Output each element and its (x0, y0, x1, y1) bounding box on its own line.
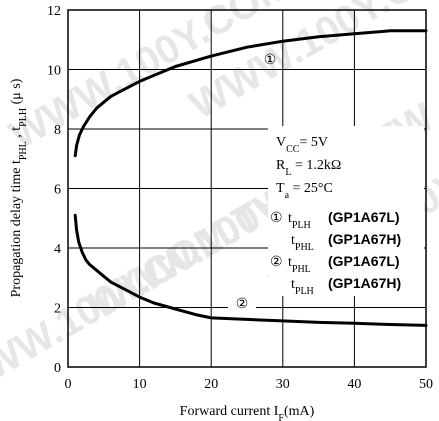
x-tick-label: 10 (133, 377, 147, 392)
y-tick-label: 6 (54, 183, 61, 198)
curves (73, 29, 428, 327)
y-tick-labels: 0 2 4 6 8 10 12 (47, 4, 61, 376)
legend-part-number: (GP1A67L) (328, 209, 400, 225)
curve-markers: ①② (228, 53, 276, 312)
curve-2-marker-bg (228, 293, 256, 311)
legend-entry-label: tPHL (291, 233, 314, 253)
legend-entry-label: tPLH (288, 211, 311, 231)
x-tick-label: 30 (276, 377, 290, 392)
y-tick-label: 2 (54, 302, 61, 317)
y-tick-label: 8 (54, 123, 61, 138)
y-tick-label: 0 (54, 361, 61, 376)
y-tick-label: 4 (54, 242, 61, 257)
legend-part-number: (GP1A67H) (328, 231, 401, 247)
legend-entry-label: tPLH (291, 277, 314, 297)
curve-1-marker: ① (264, 53, 277, 68)
x-tick-label: 20 (204, 377, 218, 392)
y-tick-label: 12 (47, 4, 61, 19)
x-axis-label: Forward current IF(mA) (180, 404, 315, 421)
condition-line: RL = 1.2kΩ (276, 158, 341, 178)
curve-2-line (73, 213, 428, 327)
legend: ① tPLH (GP1A67L) tPHL (GP1A67H) ② tPHL (GP1A67L… (270, 209, 401, 297)
legend-marker: ② (270, 255, 283, 270)
x-tick-labels: 0 10 20 30 40 50 (65, 377, 434, 392)
legend-part-number: (GP1A67L) (328, 253, 400, 269)
legend-entry-label: tPHL (288, 255, 311, 275)
conditions-box (268, 126, 424, 296)
x-tick-label: 0 (65, 377, 72, 392)
condition-line: VCC= 5V (276, 135, 328, 155)
condition-line: Ta = 25°C (276, 181, 333, 201)
legend-marker: ① (270, 211, 283, 226)
watermark-text: WWW.100Y.COM.TW (0, 175, 301, 408)
legend-part-number: (GP1A67H) (328, 275, 401, 291)
curve-2-marker: ② (236, 297, 249, 312)
conditions: VCC= 5V RL = 1.2kΩ Ta = 25°C (276, 135, 341, 201)
x-tick-label: 50 (419, 377, 433, 392)
x-tick-label: 40 (347, 377, 361, 392)
curve-1-line (73, 29, 428, 158)
y-tick-label: 10 (47, 64, 61, 79)
y-axis-label: Propagation delay time tPHL , tPLH (μ s) (9, 78, 29, 297)
